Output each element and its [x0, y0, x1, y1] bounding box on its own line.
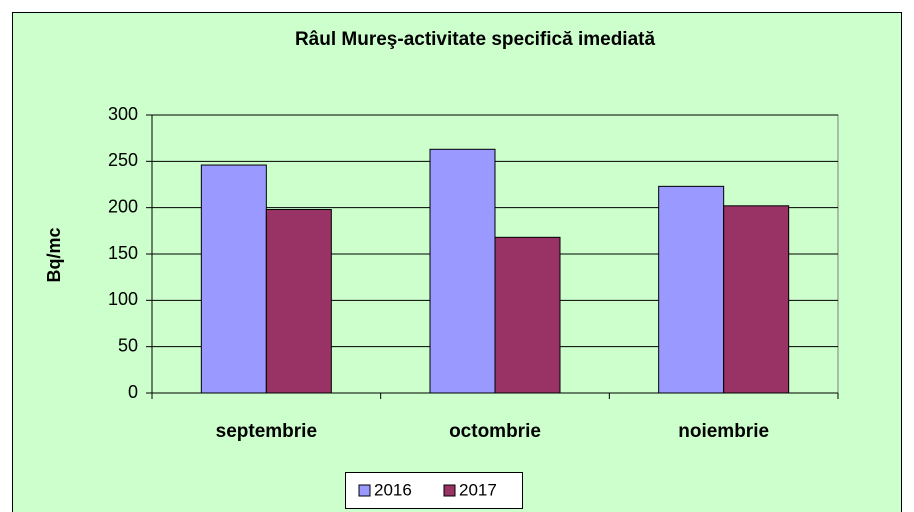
x-tick-label: octombrie: [449, 421, 541, 442]
chart-title: Râul Mureş-activitate specifică imediată: [295, 29, 656, 50]
bar: [265, 209, 332, 394]
legend: [345, 472, 523, 509]
bar: [658, 185, 725, 394]
y-tick-label: 100: [108, 289, 138, 309]
y-tick-label: 250: [108, 150, 138, 170]
y-tick-label: 0: [128, 382, 138, 402]
bar: [429, 148, 496, 394]
y-tick-label: 150: [108, 243, 138, 263]
legend-swatch: [443, 484, 456, 497]
bar: [723, 205, 790, 394]
x-tick-label: noiembrie: [678, 421, 769, 442]
x-tick-label: septembrie: [216, 421, 317, 442]
y-axis-label: Bq/mc: [44, 227, 64, 282]
y-tick-label: 200: [108, 196, 138, 216]
bar: [494, 236, 561, 394]
legend-label: 2017: [459, 480, 497, 499]
legend-swatch: [358, 484, 371, 497]
legend-label: 2016: [374, 480, 412, 499]
bar: [200, 164, 267, 394]
y-tick-label: 50: [118, 335, 138, 355]
y-tick-label: 300: [108, 104, 138, 124]
